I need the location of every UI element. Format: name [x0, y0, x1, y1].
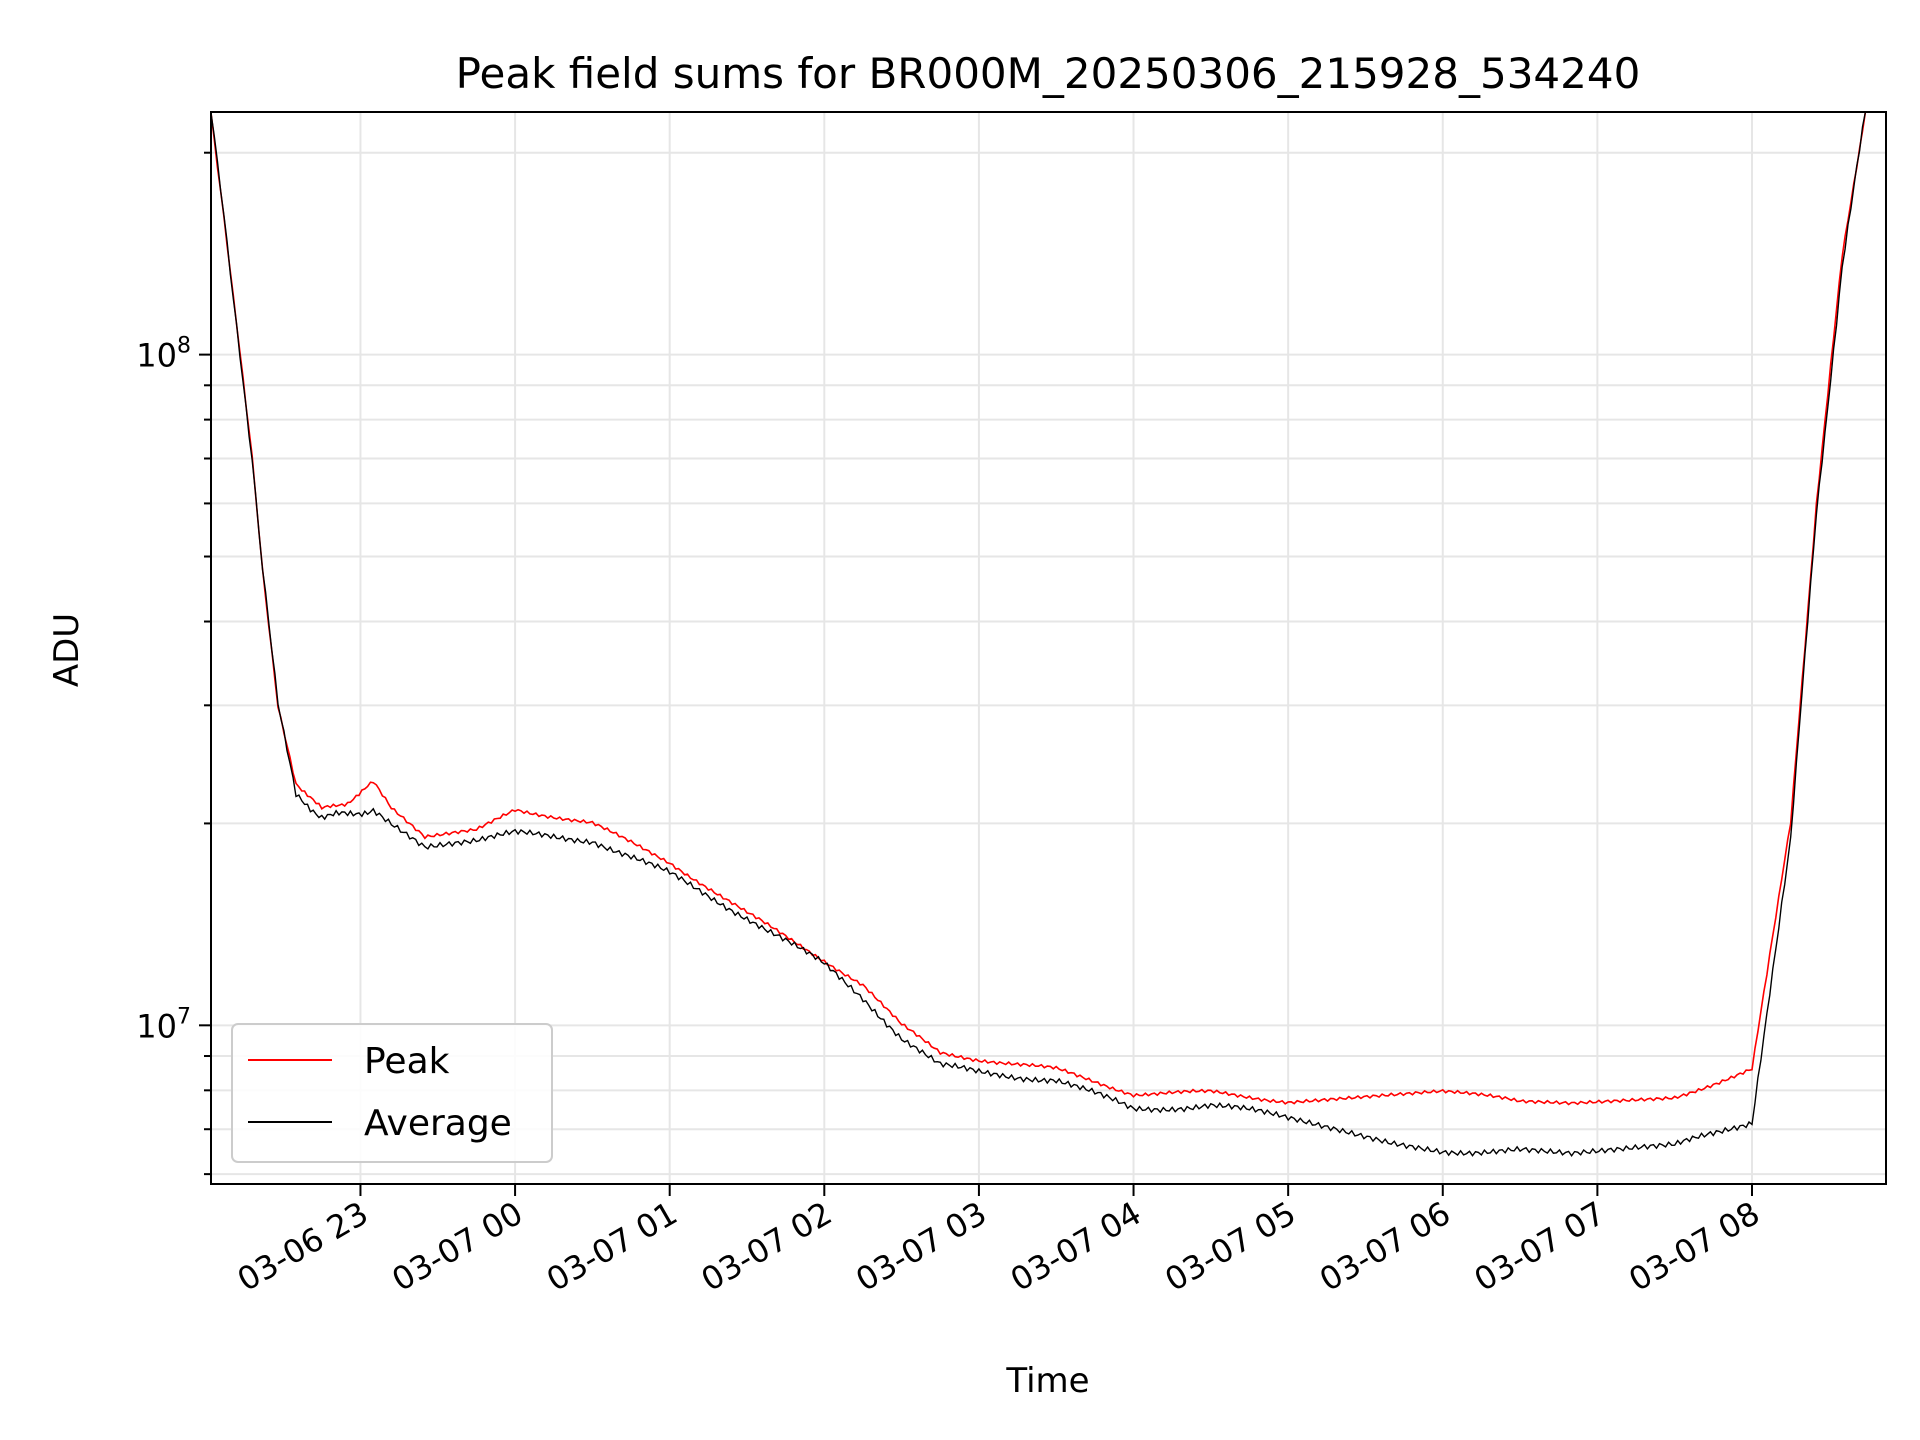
legend: Peak Average — [231, 1023, 553, 1163]
plot-area — [211, 112, 1867, 1158]
y-axis-label: ADU — [47, 613, 87, 687]
y-tick-label: 108 — [136, 334, 191, 375]
legend-box — [231, 1023, 553, 1163]
grid — [211, 112, 1886, 1184]
y-axis: 107 108 — [136, 151, 211, 1176]
y-tick-label: 107 — [136, 1004, 191, 1045]
legend-label-average: Average — [364, 1103, 512, 1144]
plot-frame — [210, 111, 1887, 1185]
chart-title: Peak field sums for BR000M_20250306_2159… — [456, 49, 1641, 98]
legend-label-peak: Peak — [364, 1041, 450, 1082]
series-line-peak — [211, 112, 1867, 1106]
x-axis-label: Time — [1005, 1361, 1089, 1401]
series-line-average — [211, 112, 1867, 1158]
